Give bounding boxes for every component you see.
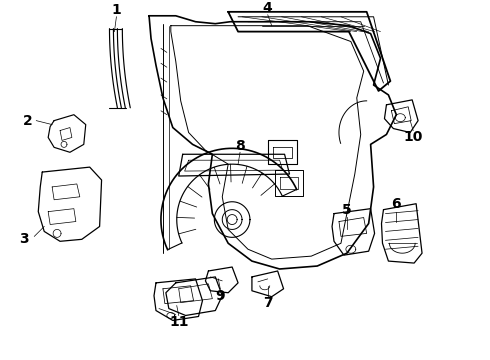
Text: 6: 6 xyxy=(392,197,401,211)
Text: 9: 9 xyxy=(216,289,225,303)
Text: 2: 2 xyxy=(23,114,32,128)
Text: 11: 11 xyxy=(169,315,189,329)
Text: 7: 7 xyxy=(263,296,272,310)
Text: 3: 3 xyxy=(20,232,29,246)
Text: 10: 10 xyxy=(403,130,423,144)
Text: 8: 8 xyxy=(235,139,245,153)
Text: 5: 5 xyxy=(342,203,352,217)
Text: 1: 1 xyxy=(112,3,122,17)
Text: 4: 4 xyxy=(263,1,272,15)
